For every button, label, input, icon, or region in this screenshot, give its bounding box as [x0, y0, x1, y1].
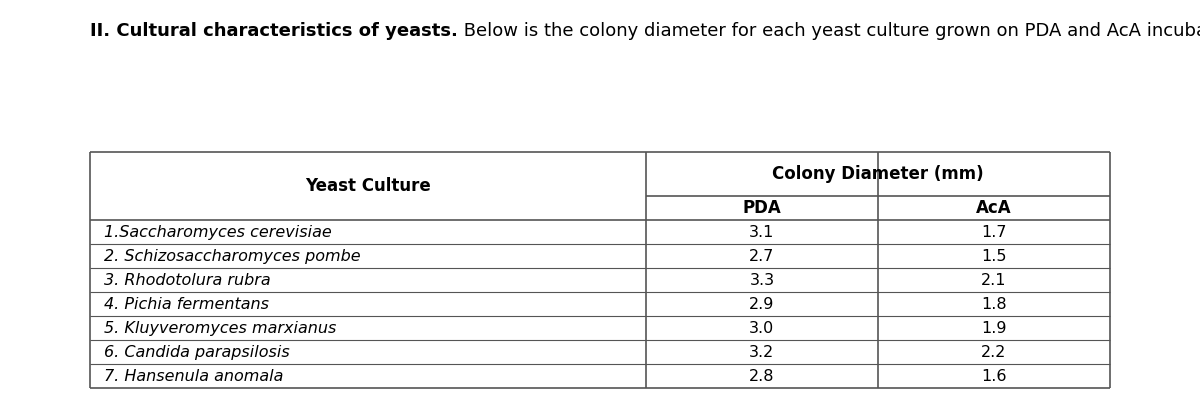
Text: 2.1: 2.1: [982, 273, 1007, 288]
Text: 3.2: 3.2: [749, 344, 774, 360]
Text: 2.2: 2.2: [982, 344, 1007, 360]
Text: II. Cultural characteristics of yeasts.: II. Cultural characteristics of yeasts.: [90, 22, 458, 40]
Text: 3.1: 3.1: [749, 225, 775, 240]
Text: 1.8: 1.8: [982, 297, 1007, 312]
Text: AcA: AcA: [976, 199, 1012, 217]
Text: 3.0: 3.0: [749, 321, 774, 336]
Text: 2. Schizosaccharomyces pombe: 2. Schizosaccharomyces pombe: [104, 249, 361, 264]
Text: Colony Diameter (mm): Colony Diameter (mm): [772, 165, 984, 183]
Text: 2.7: 2.7: [749, 249, 775, 264]
Text: Yeast Culture: Yeast Culture: [305, 177, 431, 195]
Text: 1.7: 1.7: [982, 225, 1007, 240]
Text: 1.6: 1.6: [982, 368, 1007, 384]
Text: 6. Candida parapsilosis: 6. Candida parapsilosis: [104, 344, 290, 360]
Text: 3.3: 3.3: [749, 273, 774, 288]
Text: 2.8: 2.8: [749, 368, 775, 384]
Text: 1.Saccharomyces cerevisiae: 1.Saccharomyces cerevisiae: [104, 225, 332, 240]
Text: 5. Kluyveromyces marxianus: 5. Kluyveromyces marxianus: [104, 321, 337, 336]
Text: PDA: PDA: [743, 199, 781, 217]
Text: 1.9: 1.9: [982, 321, 1007, 336]
Text: 7. Hansenula anomala: 7. Hansenula anomala: [104, 368, 283, 384]
Text: Below is the colony diameter for each yeast culture grown on PDA and AcA incubat: Below is the colony diameter for each ye…: [458, 22, 1200, 40]
Text: 3. Rhodotolura rubra: 3. Rhodotolura rubra: [104, 273, 271, 288]
Text: 2.9: 2.9: [749, 297, 775, 312]
Text: 1.5: 1.5: [982, 249, 1007, 264]
Text: 4. Pichia fermentans: 4. Pichia fermentans: [104, 297, 269, 312]
